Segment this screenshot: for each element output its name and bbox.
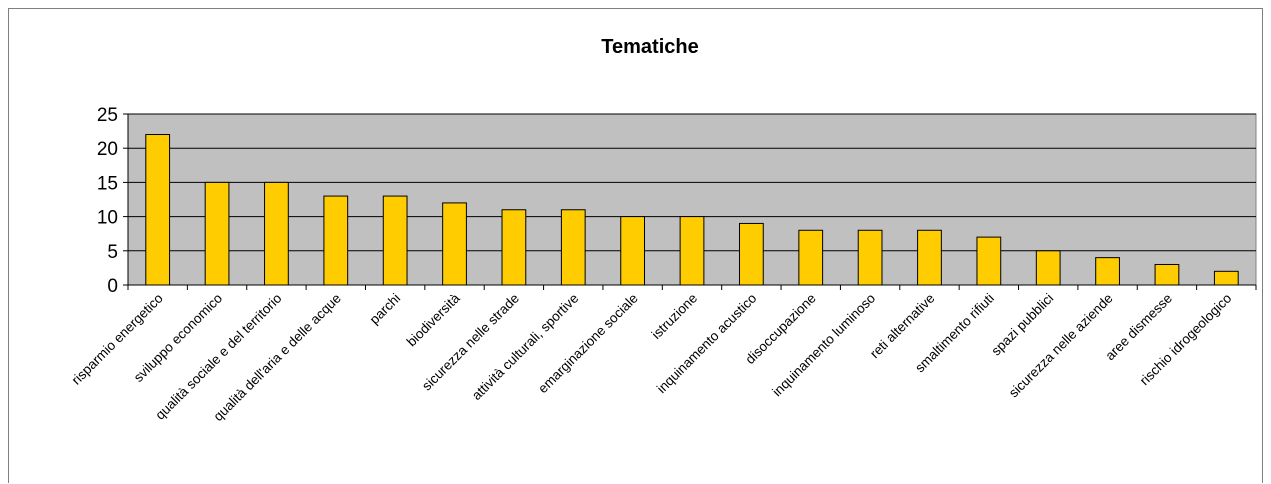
bar	[1154, 263, 1180, 286]
bar	[145, 134, 171, 286]
bar	[917, 229, 942, 286]
x-category-label: istruzione	[649, 291, 700, 342]
bar	[204, 181, 230, 286]
bar	[382, 195, 408, 286]
x-category-label: sicurezza nelle aziende	[1006, 291, 1116, 401]
x-category-label: parchi	[367, 291, 404, 328]
bar	[679, 216, 705, 286]
bar	[620, 216, 646, 286]
bar	[323, 195, 349, 286]
bar-chart: Tematiche 0 5 10 15 20 25 risparmio energetic…	[69, 36, 1257, 424]
bar	[1213, 270, 1239, 286]
bars	[145, 134, 1239, 286]
x-category-label: inquinamento luminoso	[769, 291, 878, 400]
bar	[798, 229, 824, 286]
bar	[560, 209, 586, 286]
bar	[442, 202, 467, 286]
x-category-label: biodiversità	[404, 290, 463, 349]
x-category-label: qualità dell'aria e delle acque	[210, 291, 343, 424]
x-category-label: inquinamento acustico	[654, 291, 760, 397]
chart-frame: Tematiche 0 5 10 15 20 25 risparmio energetic…	[8, 8, 1263, 483]
x-category-label: emarginazione sociale	[535, 291, 641, 397]
bar	[501, 209, 527, 286]
bar	[738, 222, 764, 286]
bar	[1095, 257, 1120, 286]
bar	[1035, 250, 1061, 286]
y-axis: 0 5 10 15 20 25	[97, 105, 129, 297]
x-category-label: qualità sociale e del territorio	[152, 291, 284, 423]
x-category-label: sicurezza nelle strade	[419, 291, 522, 394]
bar	[264, 181, 289, 286]
y-tick-label: 10	[97, 208, 118, 229]
y-tick-label: 0	[107, 276, 118, 297]
y-tick-label: 25	[97, 105, 118, 126]
x-category-label: attività culturali, sportive	[469, 291, 581, 403]
chart-title: Tematiche	[601, 36, 698, 58]
y-tick-label: 15	[97, 173, 118, 194]
bar	[857, 229, 883, 286]
bar	[976, 236, 1002, 286]
y-tick-label: 5	[107, 242, 118, 263]
y-tick-label: 20	[97, 139, 118, 160]
